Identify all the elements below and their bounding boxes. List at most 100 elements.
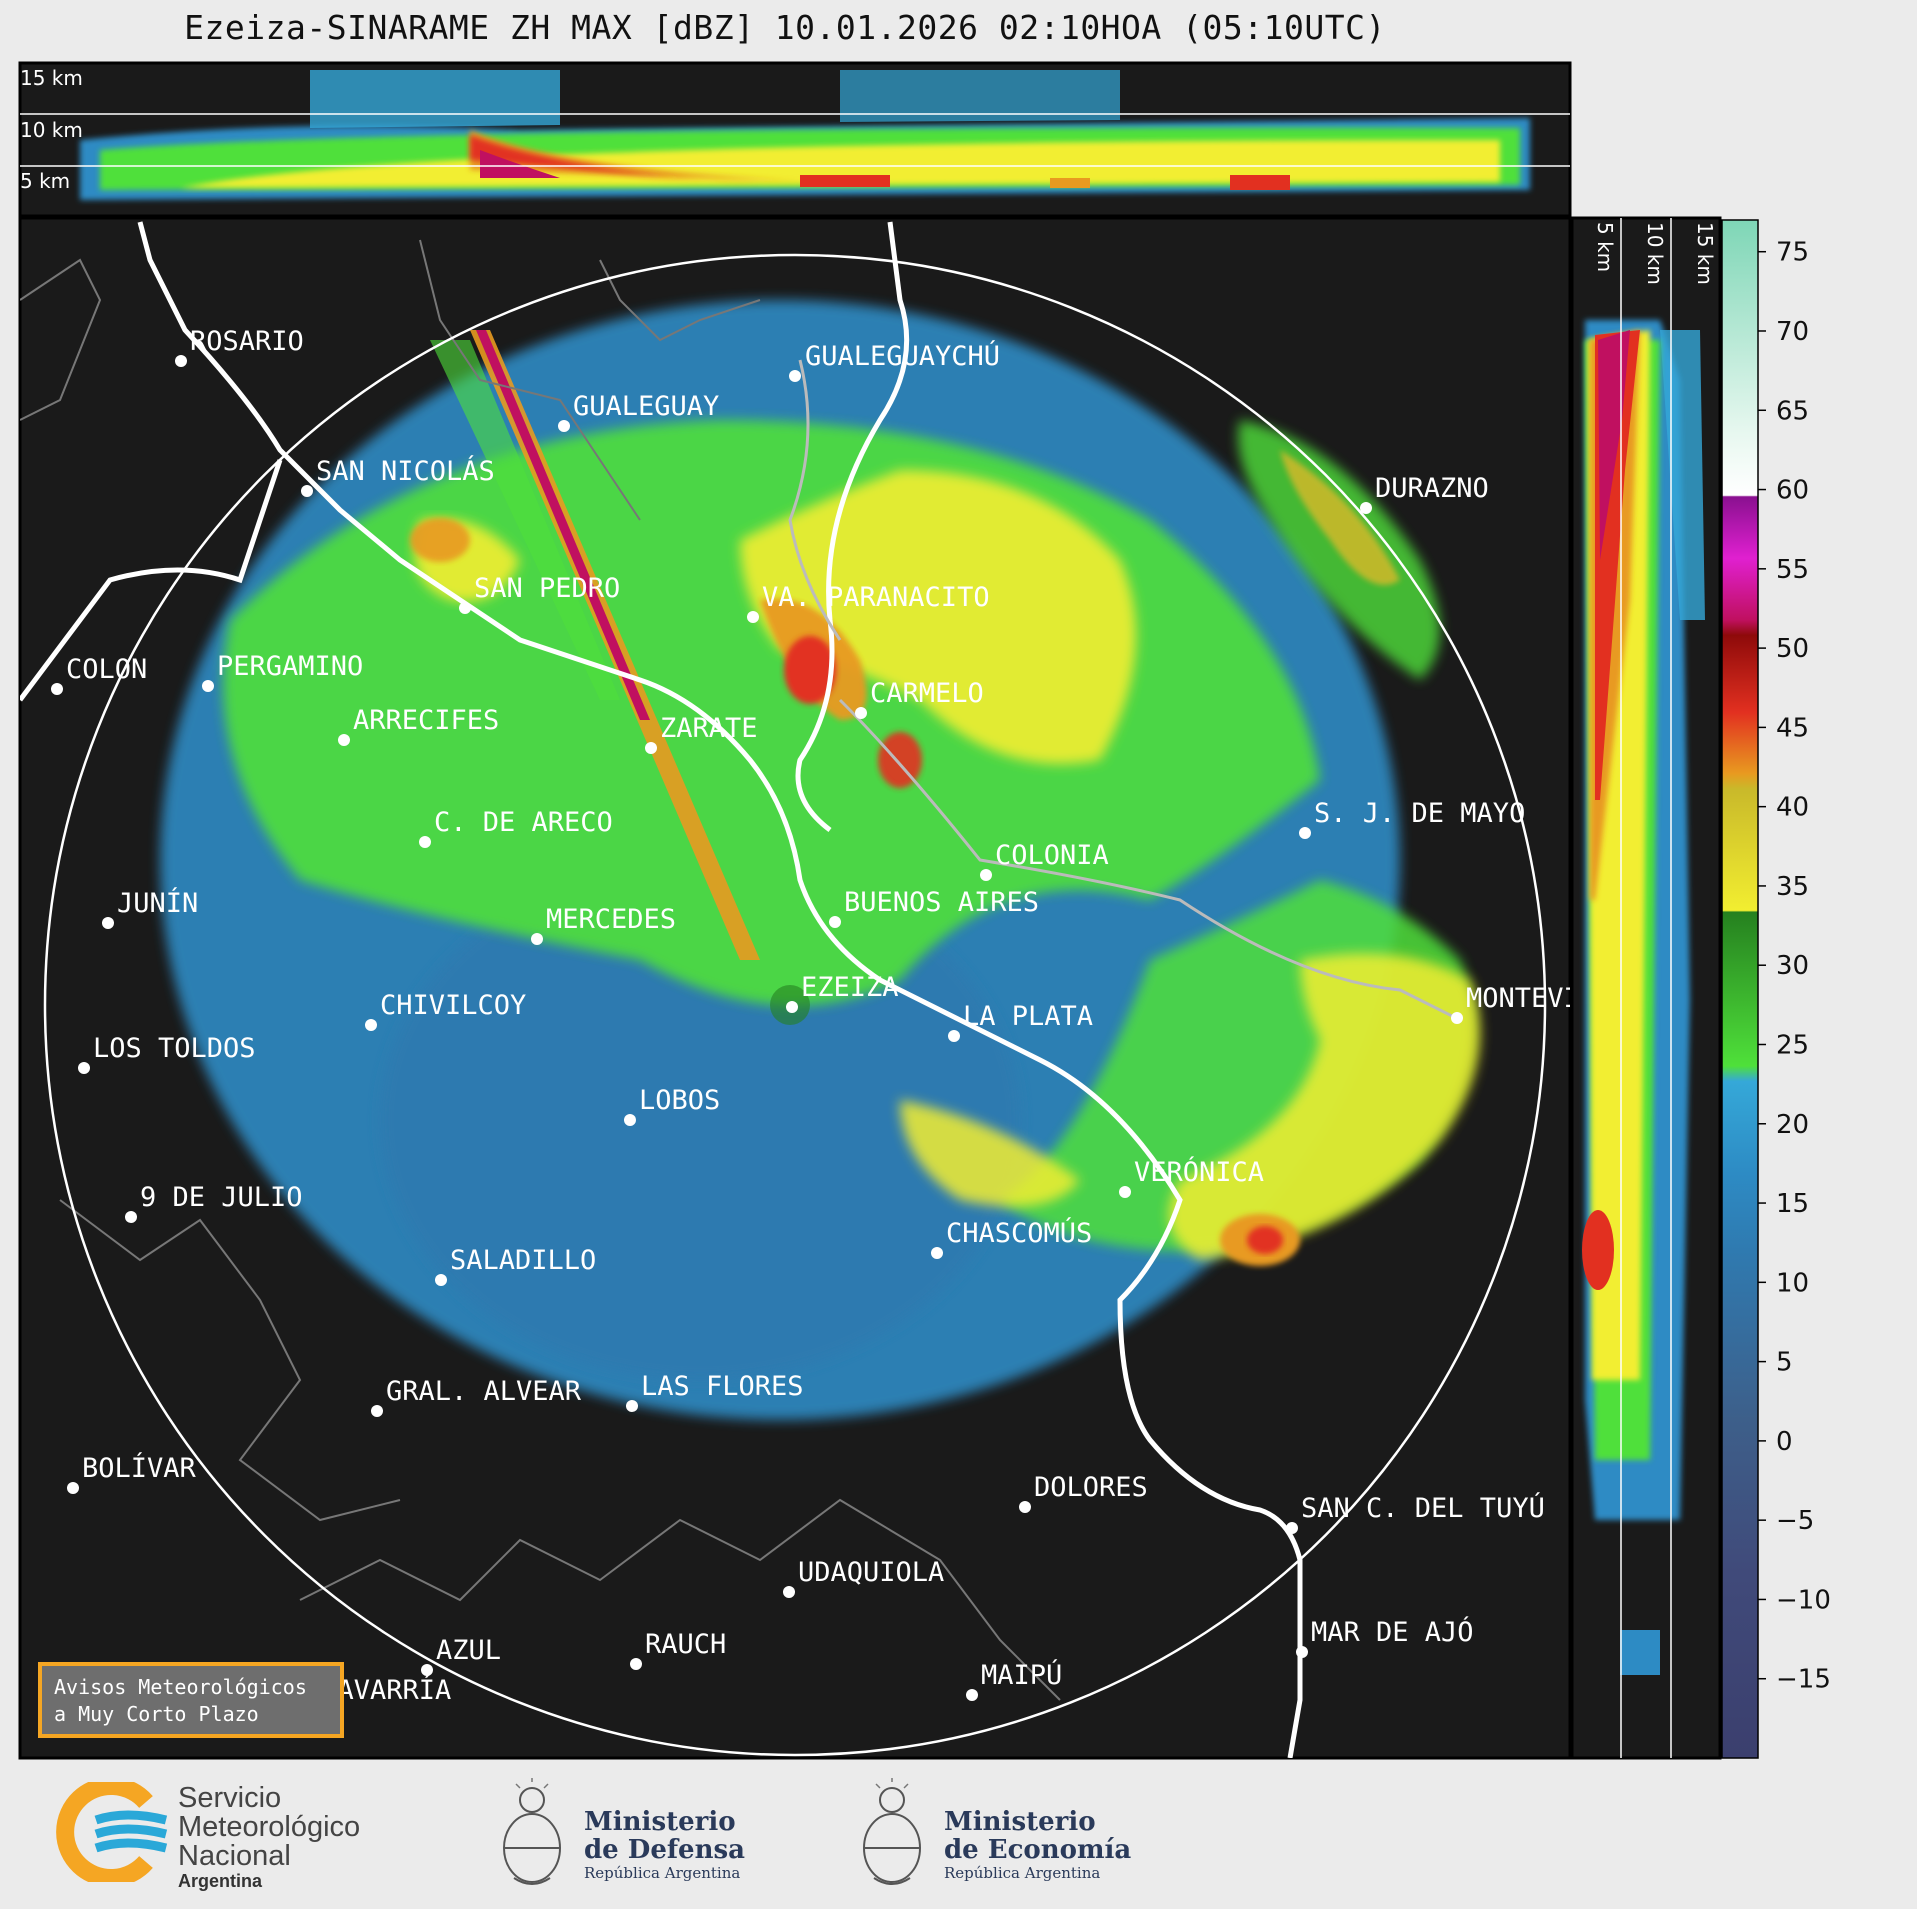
svg-text:LOBOS: LOBOS bbox=[639, 1085, 720, 1116]
colorbar-tick-label: 55 bbox=[1776, 555, 1809, 585]
svg-text:ARRECIFES: ARRECIFES bbox=[353, 705, 499, 736]
footer-logos: Servicio Meteorológico Nacional Argentin… bbox=[0, 1760, 1917, 1909]
svg-text:MONTEVIDEO: MONTEVIDEO bbox=[1466, 983, 1629, 1014]
svg-text:DOLORES: DOLORES bbox=[1034, 1472, 1148, 1503]
city-chivilcoy: CHIVILCOY bbox=[365, 990, 526, 1031]
colorbar-tick-label: 65 bbox=[1776, 396, 1809, 426]
smn-line-2: Meteorológico bbox=[178, 1811, 361, 1843]
coat-of-arms-icon-defensa bbox=[503, 1778, 561, 1885]
svg-text:SAN PEDRO: SAN PEDRO bbox=[474, 573, 620, 604]
defensa-sub: República Argentina bbox=[584, 1864, 741, 1882]
smn-logo-text: Servicio Meteorológico Nacional Argentin… bbox=[178, 1784, 360, 1892]
city-va-paranacito: VA. PARANACITO bbox=[747, 582, 990, 623]
warning-line-1: Avisos Meteorológicos bbox=[54, 1675, 307, 1699]
top-altitude-5km: 5 km bbox=[20, 169, 70, 193]
city-junin: JUNÍN bbox=[102, 887, 198, 929]
svg-text:GUALEGUAYCHÚ: GUALEGUAYCHÚ bbox=[805, 340, 1000, 372]
city-san-nicolas: SAN NICOLÁS bbox=[301, 455, 495, 497]
svg-text:MAR DE AJÓ: MAR DE AJÓ bbox=[1311, 1616, 1474, 1648]
colorbar-tick-label: 5 bbox=[1776, 1348, 1793, 1378]
city-mar-de-ajo: MAR DE AJÓ bbox=[1296, 1616, 1474, 1658]
svg-text:VERÓNICA: VERÓNICA bbox=[1134, 1156, 1264, 1188]
city-pergamino: PERGAMINO bbox=[202, 651, 363, 692]
city-azul: AZUL bbox=[421, 1635, 501, 1676]
city-colonia: COLONIA bbox=[980, 840, 1109, 881]
svg-text:C. DE ARECO: C. DE ARECO bbox=[434, 807, 613, 838]
svg-text:SAN C. DEL TUYÚ: SAN C. DEL TUYÚ bbox=[1301, 1492, 1545, 1524]
warning-line-2: a Muy Corto Plazo bbox=[54, 1702, 259, 1726]
city-gral-alvear: GRAL. ALVEAR bbox=[371, 1376, 582, 1417]
colorbar-tick-label: 35 bbox=[1776, 872, 1809, 902]
svg-text:SAN NICOLÁS: SAN NICOLÁS bbox=[316, 455, 495, 487]
svg-text:PERGAMINO: PERGAMINO bbox=[217, 651, 363, 682]
svg-text:EZEIZA: EZEIZA bbox=[801, 972, 899, 1003]
city-carmelo: CARMELO bbox=[855, 678, 984, 719]
city-arrecifes: ARRECIFES bbox=[338, 705, 499, 746]
colorbar-tick-label: 60 bbox=[1776, 476, 1809, 506]
svg-text:LOS TOLDOS: LOS TOLDOS bbox=[93, 1033, 256, 1064]
defensa-line-2: de Defensa bbox=[584, 1835, 745, 1865]
svg-text:CHIVILCOY: CHIVILCOY bbox=[380, 990, 526, 1021]
city-c-de-areco: C. DE ARECO bbox=[419, 807, 613, 848]
city-las-flores: LAS FLORES bbox=[626, 1371, 804, 1412]
svg-text:MAIPÚ: MAIPÚ bbox=[981, 1659, 1062, 1691]
svg-text:COLONIA: COLONIA bbox=[995, 840, 1109, 871]
warning-box[interactable]: Avisos Meteorológicos a Muy Corto Plazo bbox=[38, 1662, 344, 1738]
radar-figure: 15 km 10 km 5 km bbox=[18, 61, 1831, 1760]
map-title: Ezeiza-SINARAME ZH MAX [dBZ] 10.01.2026 … bbox=[184, 8, 1386, 47]
economia-sub: República Argentina bbox=[944, 1864, 1101, 1882]
top-altitude-10km: 10 km bbox=[20, 118, 83, 142]
range-ring bbox=[43, 253, 1547, 1757]
colorbar bbox=[1721, 219, 1759, 1759]
city-san-pedro: SAN PEDRO bbox=[459, 573, 620, 614]
svg-text:VA. PARANACITO: VA. PARANACITO bbox=[762, 582, 990, 613]
city-rosario: ROSARIO bbox=[175, 326, 304, 367]
economia-line-2: de Economía bbox=[944, 1835, 1132, 1865]
city-los-toldos: LOS TOLDOS bbox=[78, 1033, 256, 1074]
city-maipu: MAIPÚ bbox=[966, 1659, 1062, 1701]
side-altitude-5km: 5 km bbox=[1593, 222, 1617, 272]
defensa-line-1: Ministerio bbox=[584, 1807, 736, 1837]
city-mercedes: MERCEDES bbox=[531, 904, 676, 945]
svg-text:CARMELO: CARMELO bbox=[870, 678, 984, 709]
city-layer: ROSARIO GUALEGUAYCHÚ GUALEGUAY SAN NICOL… bbox=[51, 326, 1629, 1716]
city-montevideo: MONTEVIDEO bbox=[1451, 983, 1629, 1024]
city-zarate: ZARATE bbox=[645, 713, 758, 754]
colorbar-tick-label: 75 bbox=[1776, 238, 1809, 268]
colorbar-tick-label: 10 bbox=[1776, 1268, 1809, 1298]
svg-text:CHASCOMÚS: CHASCOMÚS bbox=[946, 1217, 1092, 1249]
colorbar-tick-label: 0 bbox=[1776, 1427, 1793, 1457]
svg-text:BUENOS AIRES: BUENOS AIRES bbox=[844, 887, 1039, 918]
city-veronica: VERÓNICA bbox=[1119, 1156, 1264, 1198]
colorbar-tick-label: 30 bbox=[1776, 951, 1809, 981]
svg-text:COLON: COLON bbox=[66, 654, 147, 685]
city-rauch: RAUCH bbox=[630, 1629, 726, 1670]
city-lobos: LOBOS bbox=[624, 1085, 720, 1126]
economia-logo-text: Ministerio de Economía República Argenti… bbox=[944, 1808, 1131, 1882]
colorbar-tick-label: 45 bbox=[1776, 713, 1809, 743]
side-altitude-15km: 15 km bbox=[1693, 222, 1717, 285]
city-udaquiola: UDAQUIOLA bbox=[783, 1557, 944, 1598]
smn-sub: Argentina bbox=[178, 1871, 263, 1891]
smn-line-1: Servicio bbox=[178, 1782, 282, 1814]
svg-text:9 DE JULIO: 9 DE JULIO bbox=[140, 1182, 303, 1213]
city-buenos-aires: BUENOS AIRES bbox=[829, 887, 1039, 928]
svg-text:MERCEDES: MERCEDES bbox=[546, 904, 676, 935]
city-san-c-del-tuyu: SAN C. DEL TUYÚ bbox=[1286, 1492, 1545, 1534]
svg-text:UDAQUIOLA: UDAQUIOLA bbox=[798, 1557, 944, 1588]
svg-text:ROSARIO: ROSARIO bbox=[190, 326, 304, 357]
city-gualeguaychu: GUALEGUAYCHÚ bbox=[789, 340, 1000, 382]
colorbar-tick-label: 40 bbox=[1776, 793, 1809, 823]
top-altitude-15km: 15 km bbox=[20, 66, 83, 90]
colorbar-tick-label: 20 bbox=[1776, 1110, 1809, 1140]
svg-text:RAUCH: RAUCH bbox=[645, 1629, 726, 1660]
city-dolores: DOLORES bbox=[1019, 1472, 1148, 1513]
svg-text:S. J. DE MAYO: S. J. DE MAYO bbox=[1314, 798, 1525, 829]
svg-text:GRAL. ALVEAR: GRAL. ALVEAR bbox=[386, 1376, 582, 1407]
svg-text:GUALEGUAY: GUALEGUAY bbox=[573, 391, 719, 422]
city-ezeiza: EZEIZA bbox=[786, 972, 899, 1013]
city-chascomus: CHASCOMÚS bbox=[931, 1217, 1092, 1259]
colorbar-tick-label: −15 bbox=[1776, 1665, 1831, 1695]
city-s-j-de-mayo: S. J. DE MAYO bbox=[1299, 798, 1525, 839]
colorbar-tick-label: 50 bbox=[1776, 634, 1809, 664]
